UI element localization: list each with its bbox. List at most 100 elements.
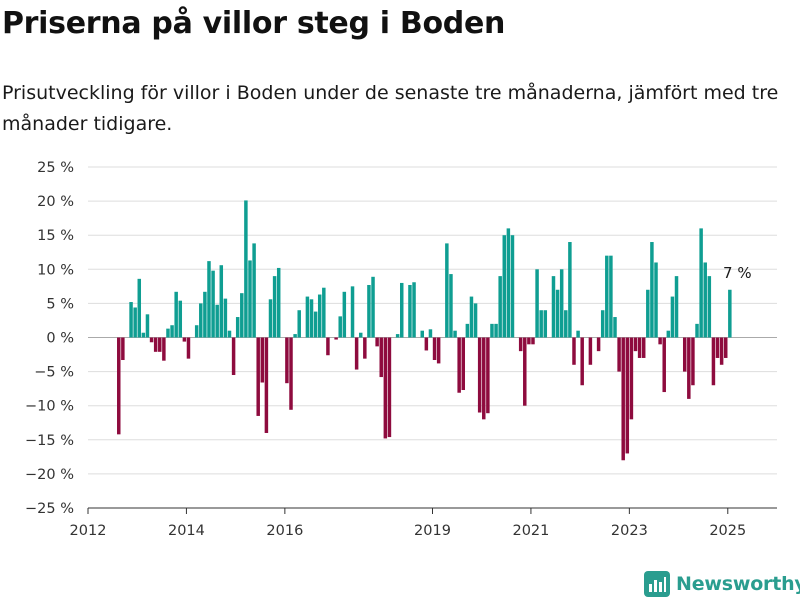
bar <box>535 269 539 338</box>
bar <box>695 323 699 338</box>
bar <box>215 304 219 338</box>
x-tick-label: 2014 <box>168 523 205 539</box>
bar <box>527 337 531 345</box>
bar <box>211 270 215 338</box>
bar <box>428 329 433 338</box>
x-axis: 2012 2014 2016 2019 2021 2023 2025 <box>70 507 777 539</box>
bar <box>203 291 207 338</box>
bar <box>629 337 634 420</box>
newsworthy-logo: Newsworthy <box>644 568 800 600</box>
annotations: 7 % <box>723 264 752 282</box>
y-axis: 25 % 20 % 15 % 10 % 5 % 0 % −5 % −10 % −15 % −20 … <box>25 160 74 517</box>
bar <box>703 262 707 338</box>
bar <box>691 337 695 386</box>
annotation-label: 7 % <box>723 264 752 282</box>
bar <box>293 334 297 338</box>
x-tick-label: 2021 <box>512 523 549 539</box>
bar <box>248 260 252 338</box>
bar <box>170 325 174 338</box>
bar <box>674 276 679 338</box>
bar <box>465 323 470 338</box>
bar <box>158 337 162 352</box>
bar <box>408 284 412 338</box>
bar <box>457 337 461 393</box>
bar <box>322 287 326 338</box>
y-tick-label: −15 % <box>25 433 74 449</box>
bar <box>449 274 453 338</box>
bar <box>523 337 527 406</box>
chart-logo-icon <box>644 571 670 597</box>
bar <box>502 235 507 338</box>
bar <box>518 337 523 352</box>
bar <box>486 337 490 414</box>
x-tick-label: 2025 <box>709 523 746 539</box>
bar <box>633 337 638 352</box>
y-tick-label: −20 % <box>25 467 74 483</box>
bar <box>531 337 535 345</box>
bar <box>231 337 236 376</box>
bar <box>412 282 416 338</box>
bar <box>276 267 281 338</box>
bar <box>199 303 203 338</box>
y-tick-label: 15 % <box>37 228 74 244</box>
bar <box>576 330 580 338</box>
bar <box>625 337 630 454</box>
bar <box>178 300 183 338</box>
bar <box>317 294 322 338</box>
bar <box>264 337 269 433</box>
bar <box>272 276 277 338</box>
bar <box>174 291 178 338</box>
bar <box>564 310 568 338</box>
bar <box>650 242 654 338</box>
bar <box>728 289 732 338</box>
bar <box>268 299 273 338</box>
bar <box>699 228 703 338</box>
chart-subtitle: Prisutveckling för villor i Boden under … <box>2 82 779 135</box>
bar <box>342 291 347 338</box>
bar <box>182 337 187 342</box>
bar <box>256 337 260 416</box>
bar <box>682 337 687 372</box>
bar <box>338 316 342 338</box>
bar <box>596 337 601 352</box>
y-tick-label: 5 % <box>46 296 74 312</box>
x-tick-label: 2016 <box>266 523 303 539</box>
bar <box>711 337 716 386</box>
bar <box>568 242 572 338</box>
bar <box>572 337 576 365</box>
x-tick-label: 2012 <box>70 523 107 539</box>
brand-name: Newsworthy <box>676 573 800 595</box>
bar <box>350 286 355 338</box>
bar <box>687 337 691 399</box>
bar <box>227 330 232 338</box>
chart-title: Priserna på villor steg i Boden <box>2 6 506 41</box>
bar <box>399 282 404 338</box>
bar <box>654 262 658 338</box>
bar <box>137 278 142 338</box>
bar <box>235 317 240 338</box>
bar <box>260 337 265 383</box>
bar <box>367 284 371 338</box>
bar <box>555 289 560 338</box>
bar <box>621 337 625 461</box>
bar <box>482 337 486 420</box>
y-tick-label: 20 % <box>37 194 74 210</box>
bar <box>162 337 166 361</box>
bar <box>432 337 437 361</box>
bar <box>371 276 375 338</box>
bar <box>354 337 359 370</box>
bar <box>207 261 211 338</box>
bar <box>646 289 650 338</box>
y-tick-label: −5 % <box>34 365 74 381</box>
bar <box>285 337 289 384</box>
bar <box>498 276 502 338</box>
bar <box>395 334 400 338</box>
x-tick-label: 2023 <box>611 523 648 539</box>
bar <box>145 314 150 338</box>
bar <box>297 310 301 338</box>
bar <box>559 269 564 338</box>
bar <box>379 337 383 378</box>
y-tick-label: −10 % <box>25 399 74 415</box>
bar <box>707 276 712 338</box>
